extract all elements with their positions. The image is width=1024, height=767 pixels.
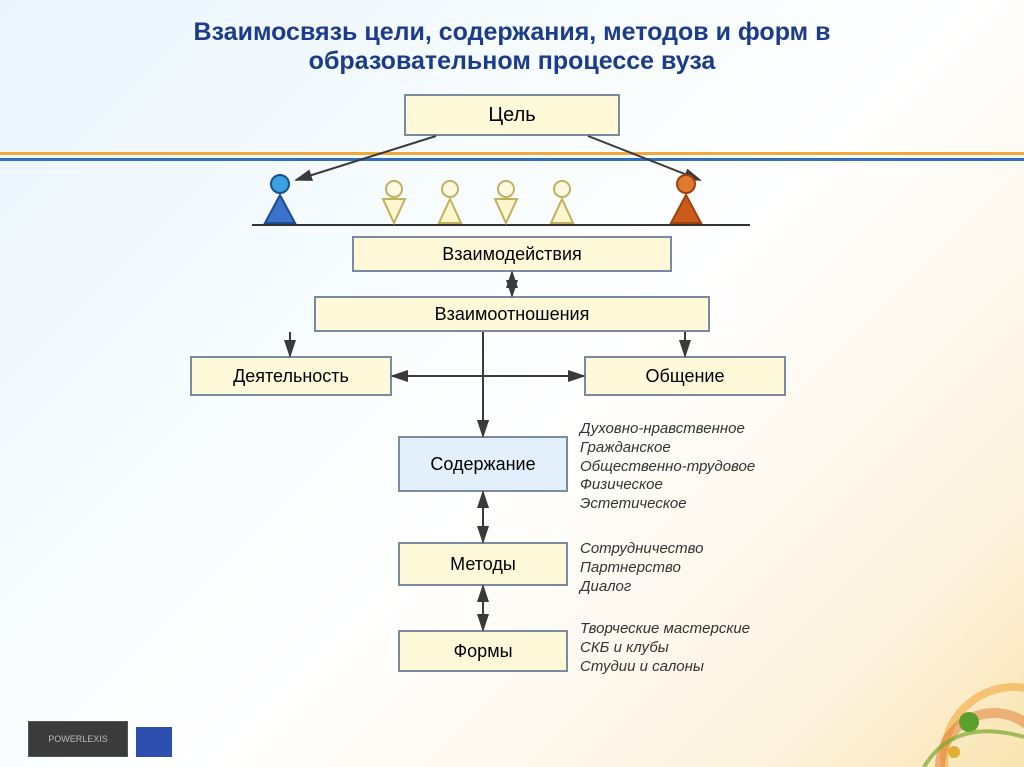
box-interact-label: Взаимодействия	[442, 244, 582, 265]
box-relation: Взаимоотношения	[314, 296, 710, 332]
box-goal-label: Цель	[488, 104, 535, 127]
box-activity-label: Деятельность	[233, 366, 349, 387]
box-content-label: Содержание	[430, 454, 535, 475]
box-forms-label: Формы	[453, 641, 512, 662]
box-goal: Цель	[404, 94, 620, 136]
box-activity: Деятельность	[190, 356, 392, 396]
box-interact: Взаимодействия	[352, 236, 672, 272]
box-methods-label: Методы	[450, 554, 516, 575]
title-line1: Взаимосвязь цели, содержания, методов и …	[194, 18, 831, 46]
stripe-orange	[0, 152, 1024, 155]
stripe-blue	[0, 158, 1024, 161]
annot-methods_list: СотрудничествоПартнерствоДиалог	[580, 540, 704, 596]
box-relation-label: Взаимоотношения	[435, 304, 590, 325]
footer-brand: POWERLEXIS	[48, 734, 108, 744]
footer-logo: POWERLEXIS	[28, 721, 128, 757]
box-commun-label: Общение	[646, 366, 725, 387]
annot-content_list: Духовно-нравственноеГражданскоеОбществен…	[580, 420, 755, 514]
box-methods: Методы	[398, 542, 568, 586]
footer-badge	[136, 727, 172, 757]
slide-title: Взаимосвязь цели, содержания, методов и …	[0, 18, 1024, 76]
title-line2: образовательном процессе вуза	[309, 47, 716, 75]
box-forms: Формы	[398, 630, 568, 672]
corner-decoration	[864, 607, 1024, 767]
box-commun: Общение	[584, 356, 786, 396]
annot-forms_list: Творческие мастерскиеСКБ и клубыСтудии и…	[580, 620, 750, 676]
box-content: Содержание	[398, 436, 568, 492]
